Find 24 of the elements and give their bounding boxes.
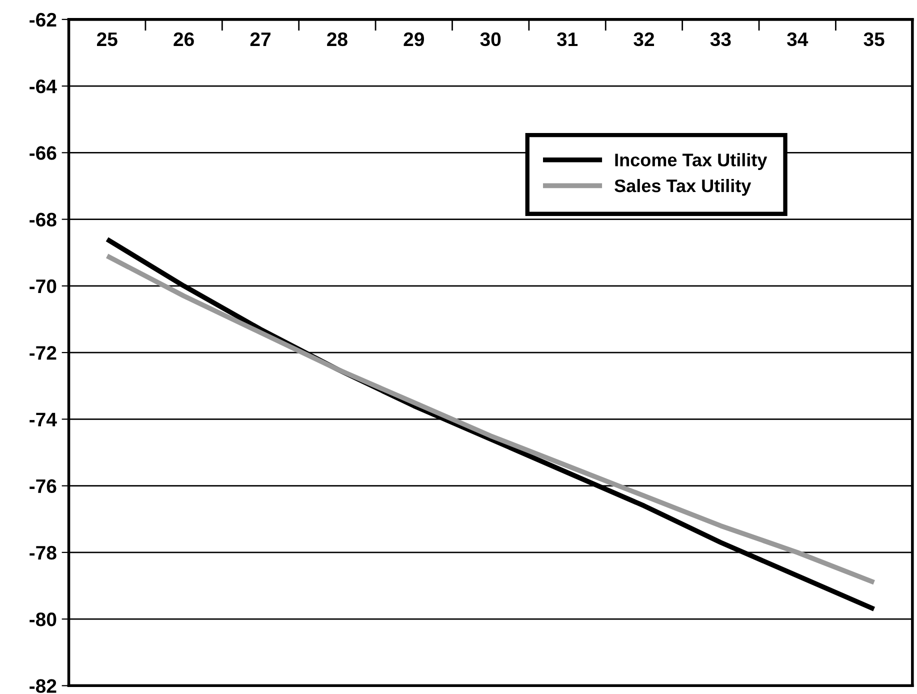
x-tick-label: 34 [787, 32, 808, 46]
y-tick-label: -80 [30, 612, 56, 626]
x-tick-label: 30 [480, 32, 501, 46]
y-tick-label: -64 [30, 80, 57, 94]
y-tick-label: -68 [30, 212, 56, 227]
x-tick-label: 28 [327, 32, 348, 46]
x-tick-label: 33 [710, 32, 731, 46]
y-tick-label: -82 [30, 679, 56, 693]
y-tick-label: -66 [30, 146, 56, 160]
y-tick-label: -78 [30, 546, 56, 560]
y-tick-label: -70 [30, 279, 56, 294]
x-tick-label: 32 [634, 32, 654, 46]
x-tick-label: 35 [864, 32, 884, 46]
y-tick-label: -74 [30, 412, 57, 426]
legend-label: Sales Tax Utility [614, 178, 752, 196]
x-tick-label: 25 [96, 32, 118, 46]
x-tick-label: 26 [174, 32, 194, 46]
y-tick-label: -72 [30, 346, 56, 360]
legend-label: Income Tax Utility [615, 153, 768, 170]
x-tick-label: 31 [556, 32, 578, 46]
x-tick-label: 27 [250, 32, 270, 46]
x-tick-label: 29 [404, 32, 424, 46]
y-tick-label: -76 [30, 479, 56, 494]
y-tick-label: -62 [30, 12, 56, 27]
